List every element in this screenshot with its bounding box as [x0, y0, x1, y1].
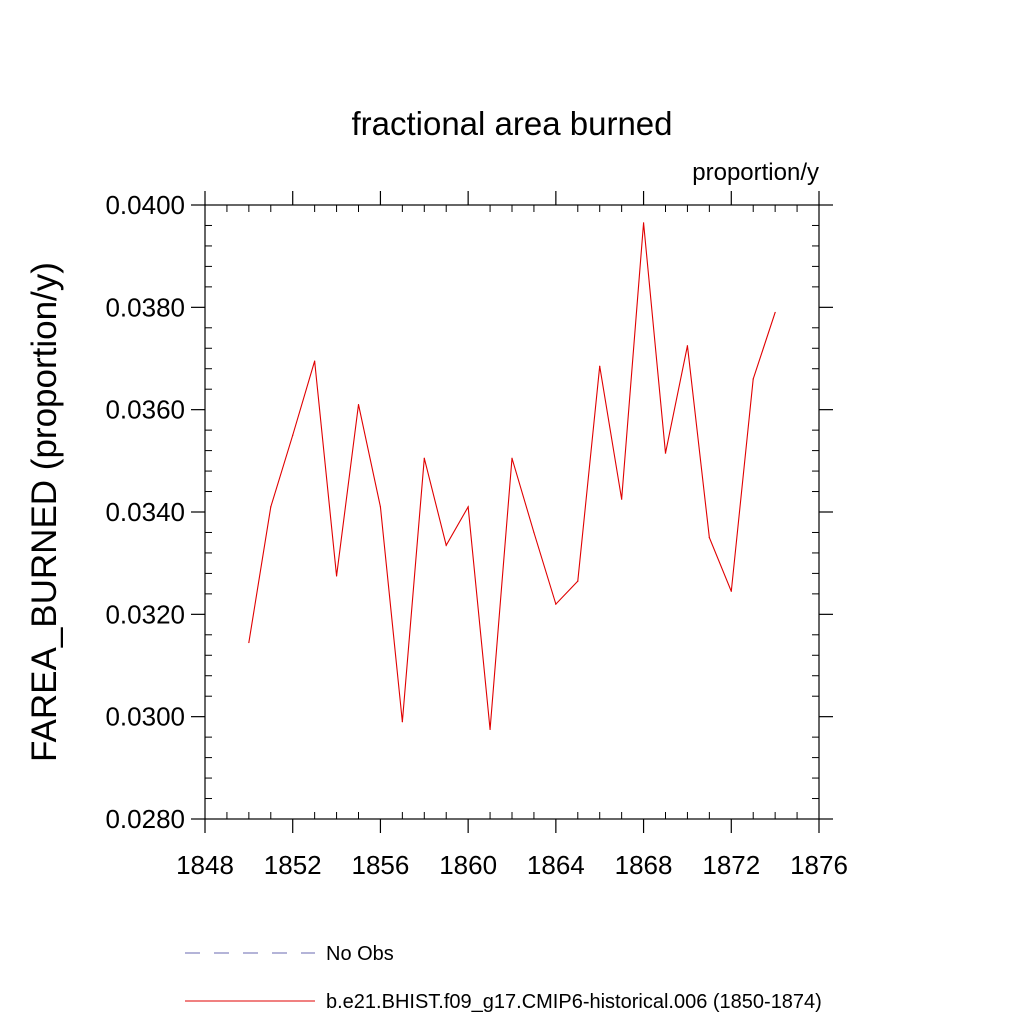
y-tick-label: 0.0380 [105, 292, 185, 322]
y-tick-label: 0.0280 [105, 804, 185, 834]
y-axis-label: FAREA_BURNED (proportion/y) [25, 262, 64, 762]
data-point [555, 603, 557, 605]
data-point [314, 360, 316, 362]
data-point [533, 531, 535, 534]
data-point [774, 311, 776, 314]
y-tick-label: 0.0300 [105, 702, 185, 732]
y-tick-label: 0.0340 [105, 497, 185, 527]
legend-label-historical: b.e21.BHIST.f09_g17.CMIP6-historical.006… [326, 991, 822, 1013]
data-point [445, 544, 447, 546]
y-tick-label: 0.0360 [105, 395, 185, 425]
data-point [379, 506, 382, 508]
data-point [642, 222, 645, 224]
y-tick-label: 0.0320 [105, 599, 185, 629]
x-tick-label: 1876 [790, 850, 848, 880]
tick-labels: 1848 1852 1856 1860 1864 1868 1872 1876 0.0280 0.… [105, 190, 847, 880]
x-tick-label: 1856 [352, 850, 410, 880]
x-tick-label: 1864 [527, 850, 585, 880]
legend: No Obs b.e21.BHIST.f09_g17.CMIP6-histori… [185, 943, 822, 1013]
data-point [621, 498, 623, 500]
data-point [664, 452, 667, 454]
x-tick-label: 1872 [702, 850, 760, 880]
data-point [423, 457, 425, 459]
x-tick-label: 1848 [176, 850, 234, 880]
series-line-1 [248, 222, 776, 730]
chart-title: fractional area burned [351, 105, 672, 142]
data-point [577, 580, 579, 582]
data-point [357, 403, 360, 406]
legend-label-no-obs: No Obs [326, 943, 394, 965]
data-point [248, 641, 250, 644]
plot-series [248, 222, 776, 731]
data-point [489, 728, 491, 731]
data-point [292, 434, 294, 436]
data-point [511, 457, 513, 459]
data-point [599, 365, 601, 367]
x-tick-label: 1852 [264, 850, 322, 880]
data-point [270, 506, 272, 508]
plot-frame [204, 204, 820, 820]
y-tick-label: 0.0400 [105, 190, 185, 220]
x-tick-label: 1868 [615, 850, 673, 880]
data-point [686, 345, 689, 347]
axis-ticks [191, 191, 833, 833]
data-point [730, 590, 732, 592]
data-point [401, 721, 403, 723]
data-point [708, 536, 710, 539]
units-label: proportion/y [692, 159, 819, 186]
data-point [335, 575, 338, 577]
x-tick-label: 1860 [439, 850, 497, 880]
data-point [752, 378, 754, 380]
data-point [467, 506, 469, 508]
